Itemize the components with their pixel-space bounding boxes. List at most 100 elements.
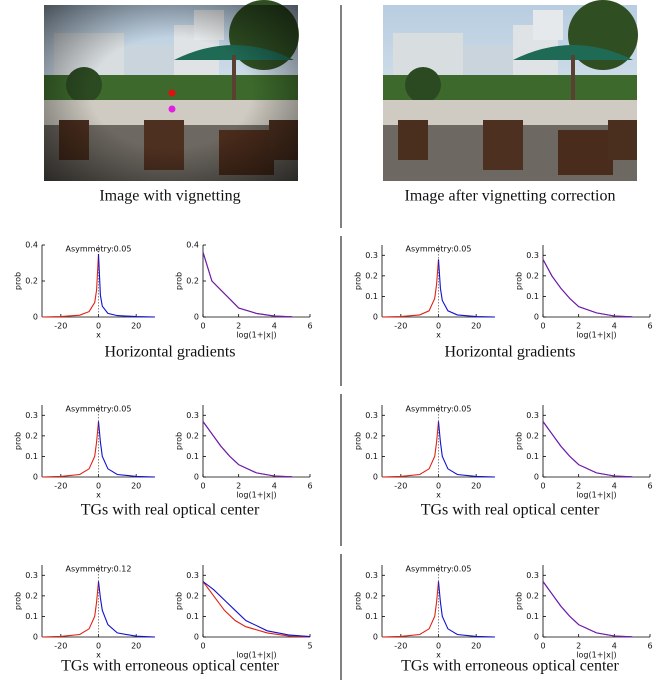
y-tick-label: 0: [33, 313, 38, 322]
y-tick-label: 0: [373, 473, 378, 482]
y-tick-label: 0: [194, 633, 199, 642]
annotation: Asymmetry:0.12: [66, 565, 132, 574]
series-line: [382, 259, 439, 317]
series-line: [42, 422, 99, 478]
x-tick-label: 20: [131, 642, 141, 651]
y-axis-label: prob: [14, 592, 23, 610]
y-axis-label: prob: [354, 432, 363, 450]
caption: TGs with erroneous optical center: [401, 658, 619, 675]
y-tick-label: 0.1: [365, 452, 378, 461]
x-tick-label: 6: [647, 482, 652, 491]
series-line: [203, 582, 310, 638]
x-tick-label: 0: [540, 482, 545, 491]
y-tick-label: 0.1: [526, 292, 539, 301]
x-tick-label: 20: [471, 642, 481, 651]
x-tick-label: 6: [647, 642, 652, 651]
x-axis-label: x: [436, 491, 441, 500]
x-tick-label: 2: [236, 322, 241, 331]
y-tick-label: 0.1: [25, 612, 38, 621]
x-tick-label: 6: [307, 322, 312, 331]
y-tick-label: 0: [534, 633, 539, 642]
y-tick-label: 0.3: [25, 411, 38, 420]
annotation: Asymmetry:0.05: [66, 405, 132, 414]
x-tick-label: -20: [54, 642, 67, 651]
x-tick-label: 0: [436, 642, 441, 651]
x-tick-label: 4: [612, 642, 617, 651]
x-tick-label: 20: [131, 482, 141, 491]
x-tick-label: 0: [96, 322, 101, 331]
x-tick-label: 2: [576, 322, 581, 331]
y-tick-label: 0: [33, 473, 38, 482]
y-tick-label: 0.3: [25, 571, 38, 580]
y-tick-label: 0.3: [186, 411, 199, 420]
series-line: [439, 259, 496, 317]
x-tick-label: 0: [540, 322, 545, 331]
y-tick-label: 0.3: [526, 571, 539, 580]
y-tick-label: 0.3: [526, 411, 539, 420]
y-tick-label: 0: [373, 313, 378, 322]
x-axis-label: log(1+|x|): [576, 331, 616, 340]
y-axis-label: prob: [14, 432, 23, 450]
y-tick-label: 0.2: [25, 277, 38, 286]
y-tick-label: 0.2: [526, 271, 539, 280]
y-tick-label: 0: [373, 633, 378, 642]
y-tick-label: 0.3: [186, 571, 199, 580]
y-tick-label: 0.1: [365, 612, 378, 621]
x-tick-label: 20: [471, 482, 481, 491]
series-line: [203, 582, 310, 637]
y-tick-label: 0.3: [365, 571, 378, 580]
y-tick-label: 0.1: [186, 452, 199, 461]
x-tick-label: 0: [200, 642, 205, 651]
x-tick-label: 0: [200, 322, 205, 331]
y-tick-label: 0.4: [25, 241, 38, 250]
annotation: Asymmetry:0.05: [66, 245, 132, 254]
y-tick-label: 0.2: [365, 271, 378, 280]
x-tick-label: 0: [96, 482, 101, 491]
x-tick-label: 0: [436, 322, 441, 331]
y-tick-label: 0: [33, 633, 38, 642]
x-tick-label: 20: [131, 322, 141, 331]
series-line: [99, 422, 156, 478]
y-axis-label: prob: [14, 272, 23, 290]
series-line: [42, 582, 99, 638]
series-line: [543, 422, 632, 477]
series-line: [203, 422, 292, 477]
y-tick-label: 0.3: [365, 251, 378, 260]
x-axis-label: log(1+|x|): [576, 651, 616, 660]
x-tick-label: 4: [272, 322, 277, 331]
caption: Horizontal gradients: [104, 344, 235, 361]
x-axis-label: log(1+|x|): [236, 331, 276, 340]
series-line: [439, 422, 496, 478]
y-tick-label: 0.1: [526, 452, 539, 461]
y-tick-label: 0.2: [25, 431, 38, 440]
y-tick-label: 0.3: [365, 411, 378, 420]
x-tick-label: 2: [576, 482, 581, 491]
annotation: Asymmetry:0.05: [406, 405, 472, 414]
annotation: Asymmetry:0.05: [406, 565, 472, 574]
y-tick-label: 0.2: [365, 591, 378, 600]
caption: Image with vignetting: [99, 188, 240, 205]
series-line: [543, 259, 632, 316]
x-tick-label: 2: [236, 482, 241, 491]
y-tick-label: 0.1: [365, 292, 378, 301]
x-tick-label: -20: [394, 642, 407, 651]
x-tick-label: 0: [540, 642, 545, 651]
x-tick-label: 0: [96, 642, 101, 651]
y-axis-label: prob: [175, 592, 184, 610]
y-tick-label: 0.1: [186, 612, 199, 621]
x-tick-label: 0: [436, 482, 441, 491]
x-tick-label: -20: [54, 482, 67, 491]
x-axis-label: x: [96, 331, 101, 340]
y-tick-label: 0.1: [25, 452, 38, 461]
y-tick-label: 0.3: [526, 251, 539, 260]
caption: TGs with real optical center: [81, 502, 260, 519]
caption: TGs with real optical center: [421, 502, 600, 519]
y-axis-label: prob: [354, 592, 363, 610]
